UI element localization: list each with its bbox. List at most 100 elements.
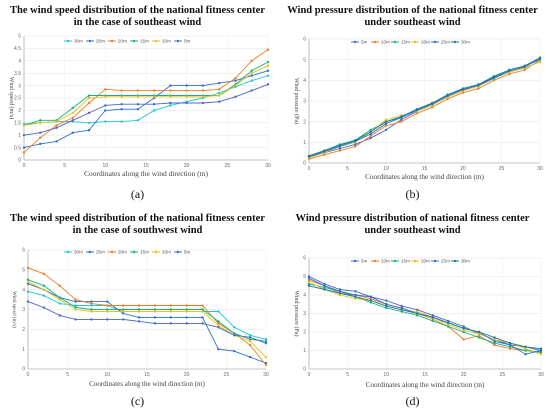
- data-point: [338, 288, 342, 291]
- legend-marker: [453, 259, 457, 263]
- data-point: [462, 338, 465, 341]
- data-point: [508, 347, 512, 350]
- data-point: [250, 59, 253, 62]
- legend-label: 10m: [381, 259, 390, 264]
- data-point: [539, 353, 543, 356]
- y-tick-label: 3.5: [14, 71, 21, 77]
- series-line-20m: [23, 49, 269, 153]
- data-point: [447, 325, 450, 328]
- chart-title-line2: under southeast wind: [364, 225, 461, 236]
- x-tick-label: 10: [103, 163, 109, 169]
- data-point: [369, 299, 373, 302]
- data-point: [137, 316, 141, 319]
- data-point: [539, 351, 543, 354]
- data-point: [104, 95, 107, 98]
- data-point: [264, 342, 268, 345]
- data-point: [136, 95, 140, 98]
- data-point: [266, 74, 270, 77]
- data-point: [266, 48, 270, 51]
- data-point: [42, 284, 46, 287]
- data-point: [508, 345, 512, 348]
- y-tick-label: 1: [303, 140, 306, 146]
- data-point: [384, 128, 388, 132]
- legend-label: 10m: [381, 40, 390, 45]
- panel-caption: (c): [130, 394, 145, 408]
- data-point: [493, 343, 496, 347]
- data-point: [185, 322, 188, 325]
- data-point: [307, 279, 311, 282]
- data-point: [323, 149, 326, 152]
- data-point: [431, 106, 434, 109]
- data-point: [250, 79, 253, 82]
- x-tick-label: 20: [460, 166, 466, 172]
- data-point: [493, 336, 496, 339]
- data-point: [400, 306, 403, 310]
- legend-marker: [154, 39, 158, 43]
- data-point: [338, 149, 341, 152]
- data-point: [120, 89, 123, 92]
- y-tick-label: 3: [303, 311, 306, 317]
- data-point: [74, 298, 77, 301]
- data-point: [55, 126, 58, 129]
- series-line-20m: [308, 61, 541, 159]
- panel-b: Wind pressure distribution of the nation…: [275, 0, 550, 206]
- data-point: [22, 151, 26, 154]
- x-axis-label: Coordinates along the wind direction (m): [366, 381, 485, 389]
- series-line-5m: [27, 301, 267, 344]
- y-tick-label: 1: [18, 133, 21, 139]
- data-point: [55, 120, 58, 123]
- legend-marker: [353, 40, 357, 44]
- data-point: [26, 278, 30, 281]
- data-point: [71, 116, 75, 120]
- data-point: [431, 316, 434, 319]
- data-point: [26, 282, 30, 285]
- y-tick-label: 1: [303, 348, 306, 354]
- data-point: [462, 325, 465, 328]
- x-tick-label: 0: [308, 372, 311, 378]
- series-line-10m: [27, 281, 267, 358]
- legend-label: 15m: [401, 40, 410, 45]
- data-point: [508, 72, 511, 76]
- data-point: [90, 308, 93, 311]
- data-point: [234, 79, 237, 82]
- data-point: [106, 300, 109, 303]
- y-tick-label: 4: [303, 78, 306, 84]
- x-tick-label: 25: [225, 163, 231, 169]
- legend-label: 20m: [118, 250, 127, 255]
- data-point: [201, 304, 204, 307]
- legend-label: 5m: [184, 250, 191, 255]
- data-point: [152, 95, 156, 98]
- data-point: [508, 343, 512, 347]
- data-point: [416, 310, 419, 313]
- x-tick-label: 25: [499, 166, 505, 172]
- y-tick-label: 4: [22, 287, 25, 293]
- data-point: [169, 316, 172, 319]
- data-point: [39, 142, 42, 146]
- y-tick-label: 0: [303, 367, 306, 373]
- data-point: [508, 68, 511, 72]
- data-point: [120, 103, 123, 106]
- legend-marker: [433, 40, 437, 44]
- data-point: [120, 120, 123, 123]
- data-point: [477, 83, 480, 86]
- data-point: [185, 304, 188, 307]
- y-tick-label: 6: [303, 256, 306, 262]
- chart-svg: 0 1 2 3 4 5 6 0 5 10 15 20 25 30 Coordinates along the…: [293, 256, 544, 389]
- data-point: [492, 76, 495, 79]
- data-point: [400, 118, 403, 121]
- data-point: [90, 318, 93, 321]
- data-point: [266, 64, 270, 67]
- x-tick-label: 30: [263, 372, 269, 378]
- legend-label: 10m: [162, 39, 171, 44]
- data-point: [217, 326, 220, 329]
- chart-title-line2: under southeast wind: [364, 17, 461, 28]
- data-point: [248, 334, 252, 337]
- data-point: [400, 115, 403, 118]
- y-tick-label: 0: [22, 367, 25, 373]
- x-tick-label: 30: [537, 166, 543, 172]
- series-line-25m: [23, 70, 269, 149]
- panel-caption: (a): [130, 187, 145, 201]
- x-tick-label: 5: [346, 166, 349, 172]
- data-point: [400, 120, 403, 123]
- x-tick-label: 20: [184, 163, 190, 169]
